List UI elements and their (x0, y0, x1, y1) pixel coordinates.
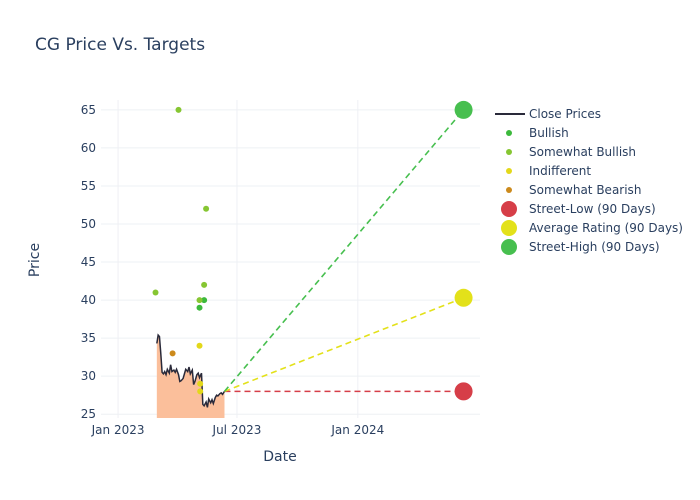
legend-label: Street-High (90 Days) (529, 240, 660, 254)
area-layer (156, 335, 225, 418)
legend-dot-swatch (506, 168, 512, 174)
line-layer (156, 333, 226, 408)
somewhat-bullish-point (196, 297, 203, 304)
legend-dot-swatch (506, 130, 512, 136)
legend-label: Street-Low (90 Days) (529, 202, 656, 216)
y-tick-label: 50 (81, 217, 96, 231)
legend-marker-swatch (501, 220, 517, 236)
legend-label: Bullish (529, 126, 569, 140)
legend-label: Somewhat Bearish (529, 183, 641, 197)
indifferent-point (197, 380, 204, 387)
somewhat-bullish-point (203, 205, 210, 212)
legend-item-street-high[interactable]: Street-High (90 Days) (501, 239, 660, 255)
x-tick-label: Jan 2023 (91, 423, 145, 437)
y-tick-label: 55 (81, 179, 96, 193)
legend-marker-swatch (501, 239, 517, 255)
legend-item-street-low[interactable]: Street-Low (90 Days) (501, 201, 656, 217)
chart-title: CG Price Vs. Targets (35, 35, 205, 55)
street-high-target-marker (454, 100, 473, 119)
close-price-area (156, 335, 225, 418)
legend-item-somewhat-bearish[interactable]: Somewhat Bearish (506, 183, 641, 197)
bullish-point (201, 297, 208, 304)
legend-dot-swatch (506, 149, 512, 155)
target-layer (223, 100, 473, 401)
y-tick-label: 40 (81, 293, 96, 307)
y-tick-label: 60 (81, 141, 96, 155)
street-low-target-marker (454, 382, 473, 401)
x-tick-label: Jul 2023 (212, 423, 262, 437)
legend[interactable]: Close Prices Bullish Somewhat Bullish Indif… (495, 107, 683, 255)
y-tick-label: 25 (81, 407, 96, 421)
legend-label: Close Prices (529, 107, 601, 121)
average-target-marker (454, 288, 473, 307)
x-tick-label: Jan 2024 (330, 423, 384, 437)
street-high-target-line (223, 109, 465, 392)
indifferent-point (196, 342, 203, 349)
legend-marker-swatch (501, 201, 517, 217)
legend-label: Indifferent (529, 164, 591, 178)
legend-item-average[interactable]: Average Rating (90 Days) (501, 220, 683, 236)
somewhat-bullish-point (152, 289, 159, 296)
legend-item-close[interactable]: Close Prices (495, 107, 601, 121)
legend-dot-swatch (506, 187, 512, 193)
axis-layer: 25 30 35 40 45 50 55 60 65 Jan 2023 Jul 2023 Jan 20… (81, 103, 385, 437)
dot-layer (152, 106, 210, 395)
y-tick-label: 65 (81, 103, 96, 117)
legend-item-bullish[interactable]: Bullish (506, 126, 569, 140)
indifferent-point (197, 388, 204, 395)
y-tick-label: 35 (81, 331, 96, 345)
bullish-point (196, 304, 203, 311)
legend-item-somewhat-bullish[interactable]: Somewhat Bullish (506, 145, 636, 159)
close-price-line (156, 333, 226, 408)
somewhat-bullish-point (175, 106, 182, 113)
legend-label: Somewhat Bullish (529, 145, 636, 159)
x-axis-label: Date (263, 449, 296, 465)
average-target-line (224, 297, 464, 393)
somewhat-bearish-point (169, 350, 176, 357)
legend-label: Average Rating (90 Days) (529, 221, 683, 235)
y-axis-label: Price (27, 243, 43, 277)
somewhat-bullish-point (201, 281, 208, 288)
legend-item-indifferent[interactable]: Indifferent (506, 164, 591, 178)
y-tick-label: 30 (81, 369, 96, 383)
y-tick-label: 45 (81, 255, 96, 269)
